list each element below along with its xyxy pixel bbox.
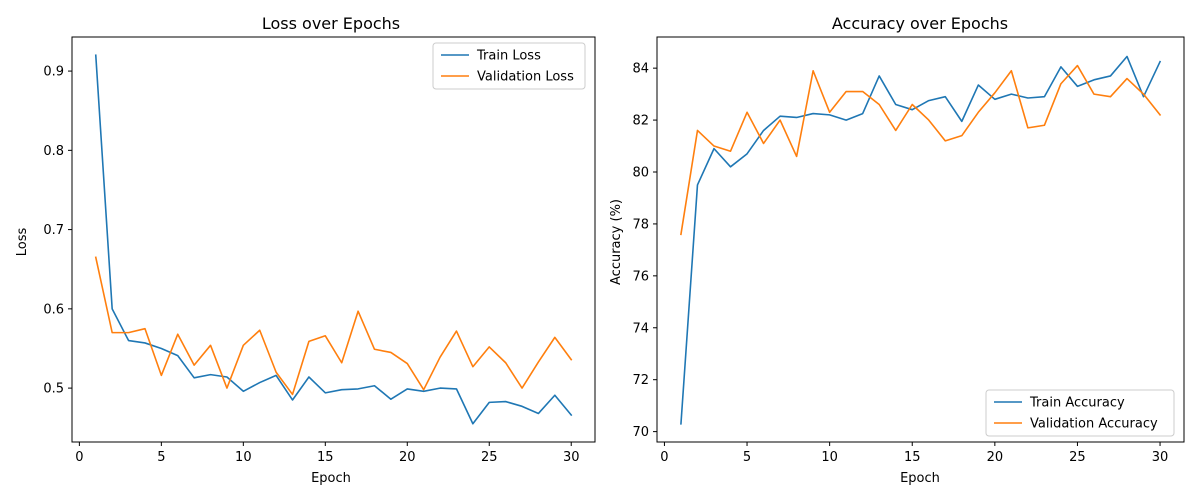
y-tick-label: 82	[632, 114, 649, 129]
series-line-validation-accuracy	[680, 64, 1162, 236]
chart-title: Loss over Epochs	[262, 14, 400, 33]
y-tick-label: 70	[632, 425, 649, 440]
x-axis-label: Epoch	[900, 471, 940, 486]
accuracy-chart: Accuracy over Epochs Epoch Accuracy (%) …	[609, 14, 1185, 486]
chart-title: Accuracy over Epochs	[832, 14, 1008, 33]
y-tick-label: 78	[632, 217, 649, 232]
y-tick-label: 0.5	[43, 382, 64, 397]
y-tick-label: 0.8	[43, 144, 64, 159]
x-tick-label: 20	[987, 450, 1004, 465]
y-tick-label: 80	[632, 166, 649, 181]
x-tick-label: 20	[399, 450, 416, 465]
y-axis-label: Loss	[15, 228, 30, 257]
series-line-train-accuracy	[680, 55, 1162, 425]
y-tick-label: 0.7	[43, 223, 64, 238]
legend-box	[432, 42, 586, 90]
legend-entry: Train Accuracy	[1029, 396, 1125, 411]
legend: Train Accuracy Validation Accuracy	[985, 389, 1175, 437]
x-tick-label: 0	[660, 450, 668, 465]
x-tick-label: 0	[75, 450, 83, 465]
legend: Train Loss Validation Loss	[432, 42, 586, 90]
y-tick-label: 76	[632, 269, 649, 284]
y-axis-label: Accuracy (%)	[609, 199, 624, 285]
x-tick-label: 5	[743, 450, 751, 465]
legend-entry: Validation Accuracy	[1030, 417, 1158, 432]
x-tick-label: 30	[1152, 450, 1169, 465]
plot-area-frame	[71, 36, 596, 443]
x-tick-label: 5	[157, 450, 165, 465]
y-tick-label: 72	[632, 373, 649, 388]
legend-entry: Train Loss	[476, 49, 541, 64]
x-tick-label: 10	[235, 450, 252, 465]
x-tick-label: 25	[481, 450, 498, 465]
y-tick-label: 74	[632, 321, 649, 336]
plot-area-frame	[656, 36, 1185, 443]
x-tick-label: 15	[904, 450, 921, 465]
series-line-train-loss	[94, 54, 573, 425]
loss-chart: Loss over Epochs Epoch Loss 0 5 10 15 20 25 30…	[15, 14, 596, 486]
series-line-validation-loss	[94, 256, 573, 396]
x-tick-label: 30	[563, 450, 580, 465]
legend-entry: Validation Loss	[477, 70, 574, 85]
y-tick-label: 0.9	[43, 65, 64, 80]
y-tick-label: 0.6	[43, 302, 64, 317]
x-tick-label: 25	[1069, 450, 1086, 465]
y-tick-label: 84	[632, 62, 649, 77]
x-axis-label: Epoch	[311, 471, 351, 486]
x-tick-label: 10	[821, 450, 838, 465]
legend-box	[985, 389, 1175, 437]
x-tick-label: 15	[317, 450, 334, 465]
